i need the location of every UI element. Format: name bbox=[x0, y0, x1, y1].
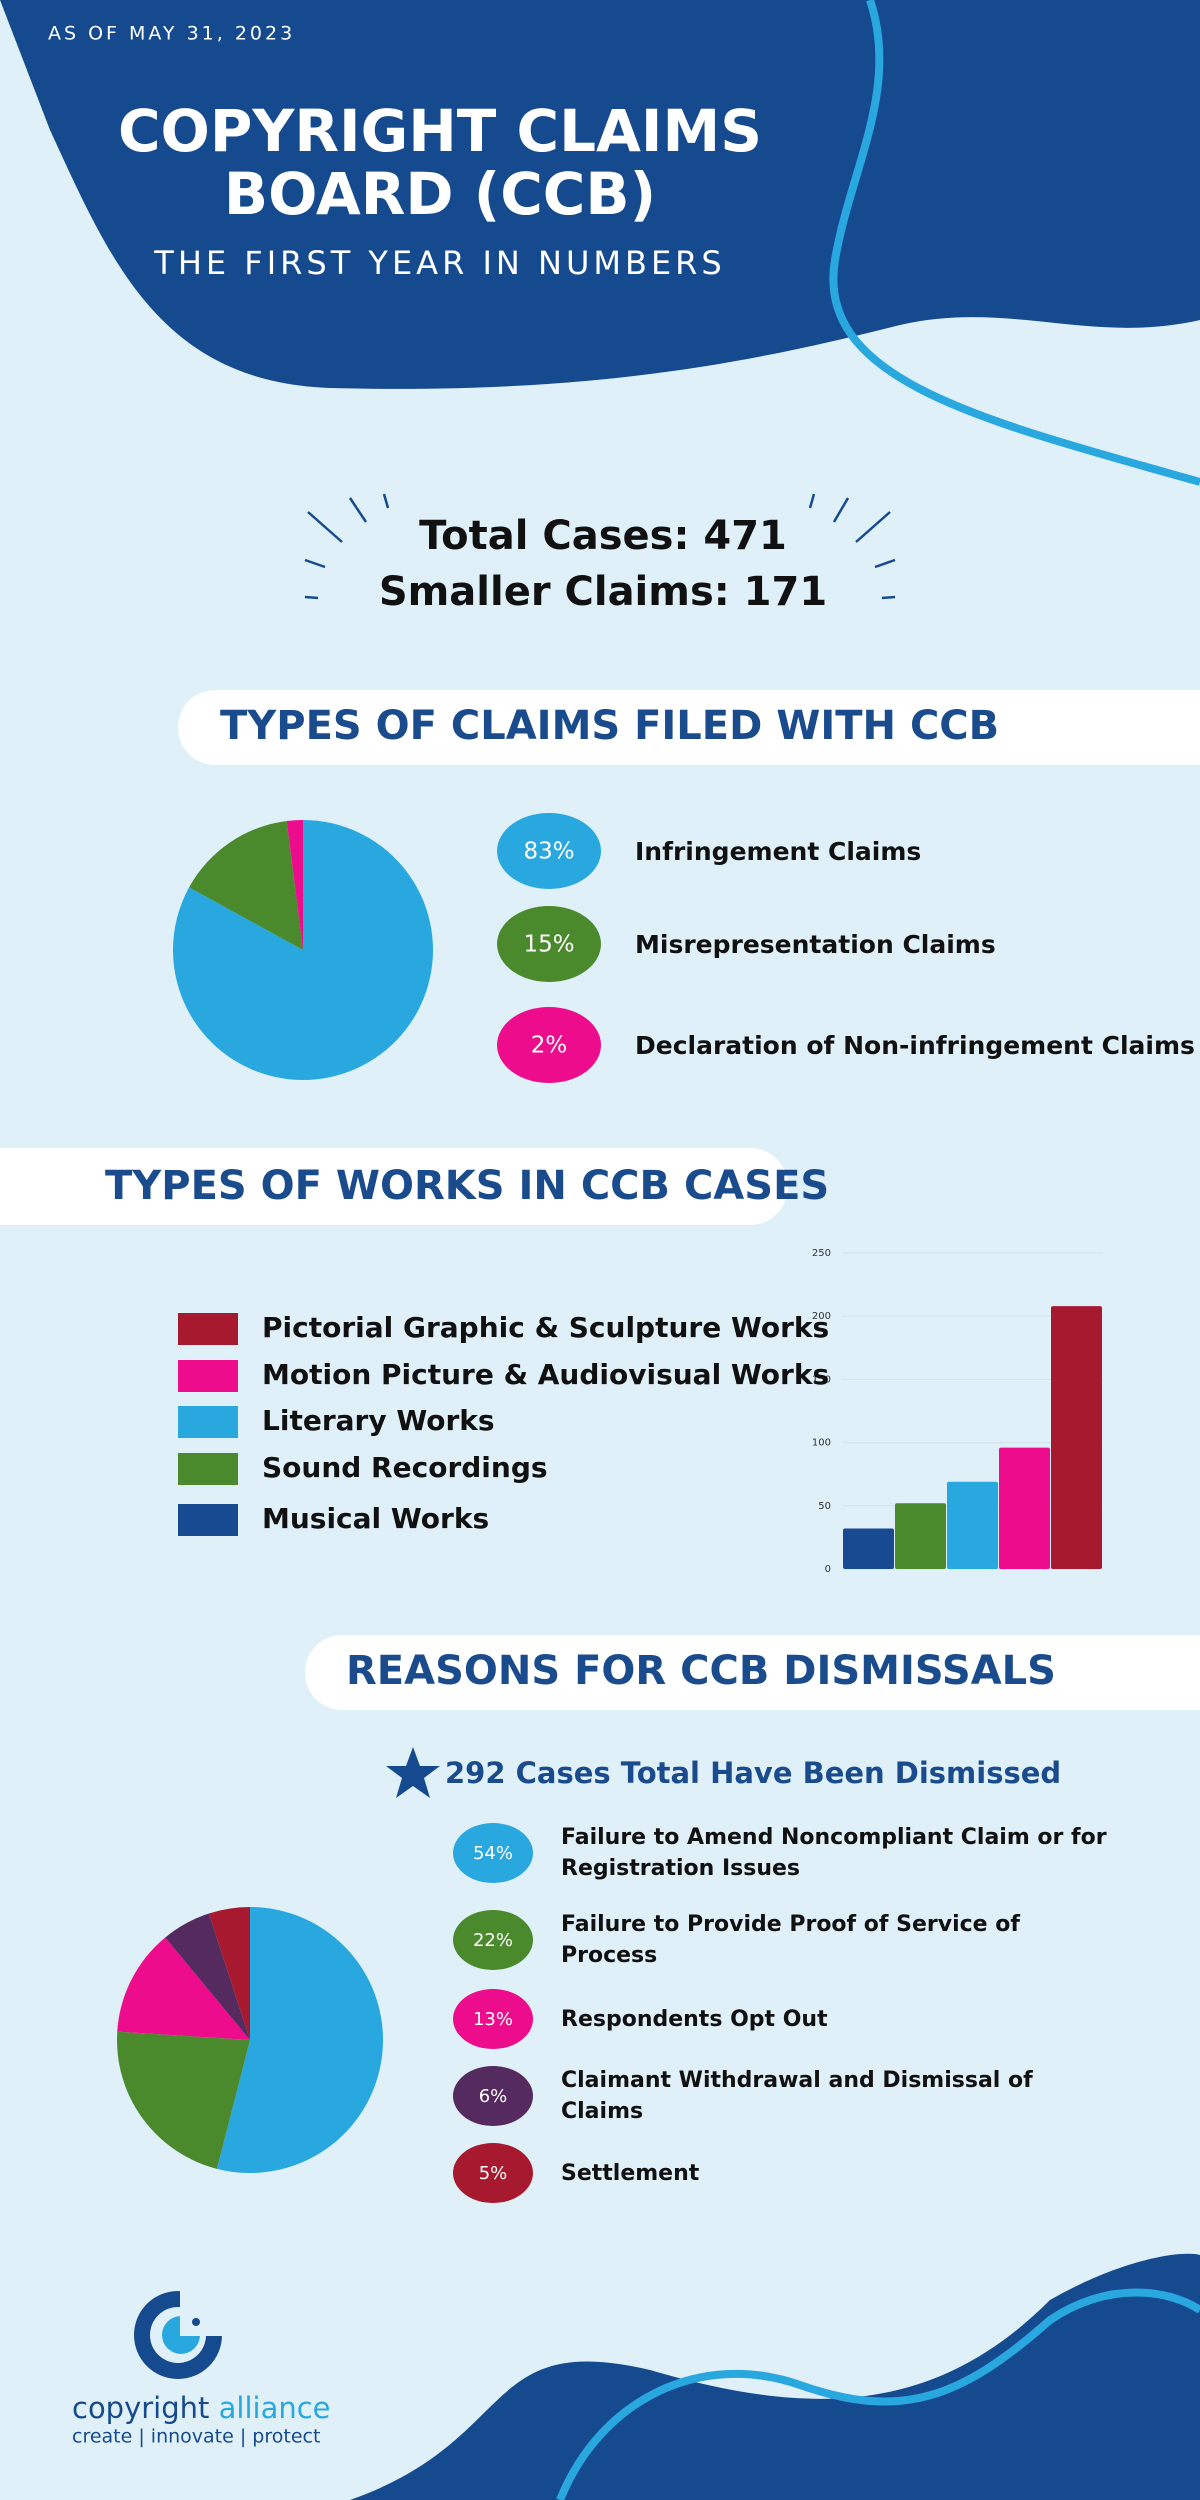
pie-slice bbox=[117, 2031, 250, 2169]
date: AS OF MAY 31, 2023 bbox=[48, 23, 295, 45]
value-label: 6% bbox=[479, 2086, 508, 2107]
legend-label: Motion Picture & Audiovisual Works bbox=[262, 1358, 829, 1391]
value-pill bbox=[453, 1989, 533, 2049]
decoration bbox=[304, 493, 896, 600]
legend-label: Pictorial Graphic & Sculpture Works bbox=[262, 1311, 829, 1344]
pie-slice bbox=[117, 1937, 250, 2040]
pie-slice bbox=[165, 1913, 250, 2040]
logo-tagline: create | innovate | protect bbox=[72, 2426, 320, 2448]
category-label: Settlement bbox=[561, 2160, 700, 2186]
legend-swatch bbox=[178, 1453, 238, 1485]
pie-slice bbox=[208, 1907, 250, 2040]
value-pill bbox=[497, 906, 601, 982]
section-title: REASONS FOR CCB DISMISSALS bbox=[346, 1648, 1056, 1694]
chart-subtitle: 292 Cases Total Have Been Dismissed bbox=[445, 1756, 1061, 1790]
value-pill bbox=[453, 1910, 533, 1970]
section-banner bbox=[178, 690, 1200, 765]
category-label: Declaration of Non-infringement Claims bbox=[635, 1030, 1195, 1060]
section-banner bbox=[0, 1148, 788, 1225]
legend-swatch bbox=[178, 1313, 238, 1345]
value-label: 2% bbox=[531, 1033, 568, 1059]
value-label: 54% bbox=[473, 1843, 513, 1864]
category-label: Claimant Withdrawal and Dismissal of Cla… bbox=[561, 2068, 1033, 2124]
header-blob bbox=[0, 0, 1200, 389]
legend-swatch bbox=[178, 1360, 238, 1392]
y-tick-label: 150 bbox=[812, 1374, 831, 1385]
y-tick-label: 250 bbox=[812, 1248, 831, 1259]
value-label: 83% bbox=[523, 839, 574, 865]
pie-slice bbox=[216, 1907, 384, 2173]
legend-label: Musical Works bbox=[262, 1502, 489, 1535]
legend-swatch bbox=[178, 1406, 238, 1438]
logo-text: copyright alliance bbox=[72, 2391, 331, 2425]
category-label: Respondents Opt Out bbox=[561, 2006, 828, 2032]
category-label-box: Settlement bbox=[561, 2160, 700, 2186]
category-label-box: Declaration of Non-infringement Claims bbox=[635, 1030, 1195, 1060]
subtitle: THE FIRST YEAR IN NUMBERS bbox=[153, 244, 725, 282]
bar bbox=[843, 1528, 894, 1569]
legend-label: Literary Works bbox=[262, 1404, 495, 1437]
category-label: Misrepresentation Claims bbox=[635, 929, 996, 959]
y-tick-label: 200 bbox=[812, 1311, 831, 1322]
bar bbox=[895, 1503, 946, 1569]
stat: Total Cases: 471 bbox=[419, 513, 787, 559]
category-label-box: Infringement Claims bbox=[635, 836, 922, 866]
bar bbox=[999, 1447, 1050, 1569]
star-icon bbox=[386, 1747, 440, 1798]
value-pill bbox=[453, 2143, 533, 2203]
y-tick-label: 100 bbox=[812, 1438, 831, 1449]
pie-slice bbox=[286, 820, 303, 950]
category-label: Failure to Amend Noncompliant Claim or f… bbox=[561, 1825, 1107, 1881]
category-label: Failure to Provide Proof of Service of P… bbox=[561, 1912, 1020, 1968]
category-label: Infringement Claims bbox=[635, 836, 922, 866]
category-label-box: Respondents Opt Out bbox=[561, 2006, 828, 2032]
y-tick-label: 0 bbox=[825, 1564, 831, 1575]
value-label: 22% bbox=[473, 1930, 513, 1951]
title: COPYRIGHT CLAIMS bbox=[118, 97, 762, 165]
category-label-box: Failure to Provide Proof of Service of P… bbox=[561, 1912, 1020, 1968]
value-pill bbox=[497, 813, 601, 889]
value-pill bbox=[453, 1823, 533, 1883]
footer-curve bbox=[556, 2288, 1200, 2500]
value-label: 13% bbox=[473, 2009, 513, 2030]
title: BOARD (CCB) bbox=[224, 160, 656, 228]
category-label-box: Failure to Amend Noncompliant Claim or f… bbox=[561, 1825, 1107, 1881]
value-pill bbox=[497, 1007, 601, 1083]
logo: copyright alliance create | innovate | p… bbox=[72, 2290, 331, 2448]
section-banner bbox=[305, 1635, 1200, 1710]
value-pill bbox=[453, 2066, 533, 2126]
pie-slice bbox=[189, 821, 303, 950]
header-curve bbox=[829, 0, 1200, 486]
stat: Smaller Claims: 171 bbox=[379, 569, 827, 615]
legend-swatch bbox=[178, 1504, 238, 1536]
bar bbox=[947, 1481, 998, 1569]
bar bbox=[1051, 1306, 1102, 1569]
section-title: TYPES OF CLAIMS FILED WITH CCB bbox=[220, 703, 999, 749]
footer-blob bbox=[350, 2253, 1200, 2500]
legend-label: Sound Recordings bbox=[262, 1451, 548, 1484]
section-title: TYPES OF WORKS IN CCB CASES bbox=[105, 1163, 829, 1209]
value-label: 15% bbox=[523, 932, 574, 958]
y-tick-label: 50 bbox=[818, 1501, 831, 1512]
category-label-box: Claimant Withdrawal and Dismissal of Cla… bbox=[561, 2068, 1033, 2124]
value-label: 5% bbox=[479, 2163, 508, 2184]
category-label-box: Misrepresentation Claims bbox=[635, 929, 996, 959]
